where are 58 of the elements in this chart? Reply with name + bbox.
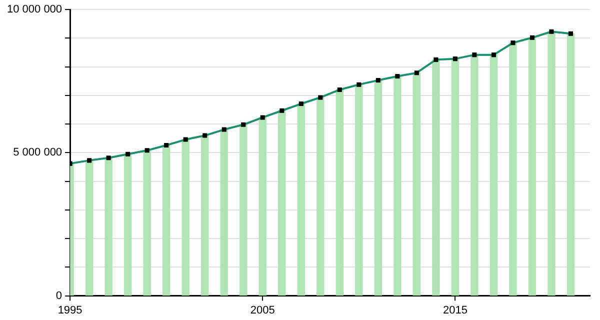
point (376, 78, 380, 83)
y-tick-label: 5 000 000 (13, 146, 62, 159)
x-tick-label: 1995 (58, 304, 82, 316)
bar (490, 54, 498, 296)
point (202, 133, 208, 138)
y-tick-label: 0 (56, 290, 62, 302)
y-tick-label: 10 000 000 (6, 4, 62, 16)
point (549, 29, 554, 34)
point (183, 137, 188, 142)
bar (258, 117, 266, 296)
bar (394, 76, 402, 296)
point (414, 70, 419, 76)
point (126, 152, 130, 156)
bar (124, 154, 132, 296)
bar (432, 59, 440, 296)
point (491, 52, 496, 58)
bar (297, 103, 305, 296)
bar (201, 135, 209, 296)
bar (470, 54, 478, 296)
point (106, 156, 111, 160)
bar (162, 144, 170, 296)
bar (528, 37, 536, 296)
bar (566, 33, 575, 296)
point (298, 101, 304, 106)
point (434, 57, 438, 62)
bar (509, 42, 517, 296)
bar (104, 158, 112, 296)
point (356, 82, 362, 87)
point (472, 52, 477, 58)
bar (374, 80, 382, 296)
point (337, 87, 342, 92)
bar (85, 160, 94, 296)
point (222, 127, 226, 132)
point (241, 122, 246, 127)
bar (548, 31, 556, 296)
bar (451, 58, 460, 296)
point (318, 95, 323, 100)
point (164, 142, 169, 148)
bar (336, 89, 344, 296)
point (530, 35, 534, 40)
bar (220, 129, 228, 296)
bar (143, 150, 151, 296)
bar (278, 110, 286, 296)
x-tick-label: 2005 (250, 304, 275, 316)
bar (355, 84, 363, 296)
bar (182, 139, 190, 296)
point (260, 115, 265, 120)
bar (316, 97, 324, 296)
point (452, 56, 458, 62)
point (144, 148, 150, 153)
bar (412, 72, 421, 296)
x-tick-label: 2015 (442, 304, 468, 316)
point (87, 158, 92, 163)
point (280, 108, 284, 113)
point (510, 40, 516, 46)
point (395, 74, 400, 79)
point (568, 31, 574, 36)
bar (240, 124, 248, 296)
